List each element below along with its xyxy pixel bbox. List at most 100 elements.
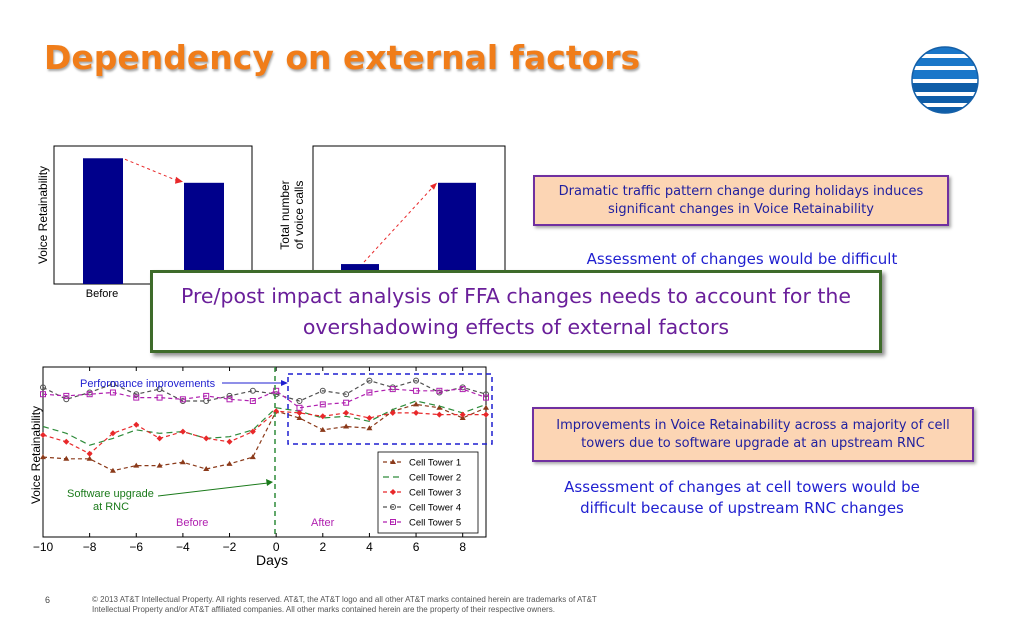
slide-title: Dependency on external factors	[44, 38, 641, 77]
data-point	[86, 450, 93, 457]
bar	[438, 182, 476, 284]
data-point	[249, 428, 256, 435]
data-point	[109, 389, 116, 396]
after-label: After	[311, 517, 335, 529]
holiday-callout: Dramatic traffic pattern change during h…	[533, 175, 949, 226]
data-point	[390, 489, 396, 495]
bar-chart-1-category-label: Before	[86, 288, 118, 300]
data-point	[63, 392, 70, 399]
x-tick-label: −8	[83, 540, 97, 554]
data-point	[226, 438, 233, 445]
legend-label: Cell Tower 4	[409, 503, 461, 514]
improvement-callout: Improvements in Voice Retainability acro…	[532, 407, 974, 462]
line-chart-ylabel: Voice Retainability	[29, 406, 43, 504]
bar-chart-voice-retainability: Voice Retainability Before	[36, 145, 253, 300]
x-tick-label: 2	[319, 540, 326, 554]
data-point	[366, 425, 373, 431]
data-point	[436, 411, 443, 418]
series-line	[42, 410, 486, 455]
data-point	[366, 377, 373, 384]
data-point	[483, 411, 489, 418]
data-point	[86, 391, 93, 398]
data-point	[390, 459, 396, 464]
legend-label: Cell Tower 5	[409, 518, 461, 529]
x-tick-label: 8	[459, 540, 466, 554]
copyright-footer: © 2013 AT&T Intellectual Property. All r…	[92, 595, 597, 614]
data-point	[249, 398, 256, 404]
data-point	[40, 454, 46, 460]
x-tick-label: 4	[366, 540, 373, 554]
data-point	[249, 387, 256, 394]
trend-arrow	[124, 158, 181, 183]
data-point	[459, 411, 466, 418]
data-point	[109, 430, 116, 437]
series-line	[42, 388, 487, 409]
data-point	[296, 409, 303, 416]
impact-analysis-box: Pre/post impact analysis of FFA changes …	[150, 270, 882, 353]
data-point	[63, 396, 70, 403]
data-point	[483, 391, 489, 398]
data-point	[296, 415, 303, 420]
data-point	[156, 386, 163, 393]
data-point	[459, 386, 466, 393]
x-tick-label: −10	[33, 540, 54, 554]
data-point	[226, 460, 233, 466]
data-point	[319, 426, 326, 432]
page-number: 6	[45, 595, 51, 605]
series-line	[42, 379, 487, 402]
data-point	[319, 401, 326, 408]
data-point	[413, 377, 420, 384]
data-point	[390, 519, 396, 525]
data-point	[133, 462, 140, 468]
bar	[83, 158, 123, 284]
trend-arrow	[363, 185, 435, 263]
performance-improvements-label: Performance improvements	[80, 378, 216, 390]
data-point	[343, 409, 350, 416]
data-point	[203, 392, 210, 399]
data-point	[179, 428, 186, 435]
data-point	[40, 391, 46, 398]
x-tick-label: −6	[129, 540, 143, 554]
at-rnc-label: at RNC	[93, 501, 129, 513]
assessment-note-top: Assessment of changes would be difficult	[586, 250, 898, 268]
data-point	[63, 438, 70, 445]
x-tick-label: 0	[273, 540, 280, 554]
data-point	[156, 394, 163, 401]
series-line	[42, 403, 487, 472]
bar-chart-2-ylabel-line2: of voice calls	[292, 181, 306, 250]
legend-label: Cell Tower 2	[409, 473, 461, 484]
bar-chart-1-ylabel: Voice Retainability	[36, 166, 50, 264]
data-point	[296, 404, 303, 411]
data-point	[133, 391, 140, 398]
trend-arrowhead	[430, 182, 437, 190]
data-point	[436, 404, 443, 410]
data-point	[63, 455, 70, 461]
data-point	[156, 462, 163, 468]
bar	[184, 182, 224, 284]
data-point	[40, 432, 46, 438]
trend-arrowhead	[175, 176, 183, 184]
data-point	[226, 392, 233, 399]
data-point	[226, 396, 233, 403]
data-point	[179, 459, 186, 465]
data-point	[389, 409, 396, 416]
assessment-note-bottom: Assessment of changes at cell towers wou…	[564, 478, 920, 517]
data-point	[319, 413, 326, 420]
data-point	[389, 386, 396, 393]
data-point	[296, 398, 303, 404]
data-point	[179, 396, 186, 403]
data-point	[133, 421, 140, 428]
software-upgrade-label: Software upgrade	[67, 488, 154, 500]
data-point	[390, 504, 396, 510]
data-point	[203, 435, 210, 442]
data-point	[343, 391, 350, 398]
data-point	[343, 423, 350, 429]
line-chart-cell-towers: −10 −8 −6 −4 −2 0 2 4 6 8 Voice Retainability Day…	[29, 366, 493, 568]
data-point	[273, 408, 280, 415]
x-tick-label: 6	[413, 540, 420, 554]
data-point	[249, 454, 256, 460]
line-chart-xlabel: Days	[256, 552, 288, 568]
legend-label: Cell Tower 1	[409, 458, 461, 469]
x-tick-label: −4	[176, 540, 190, 554]
data-point	[133, 394, 140, 401]
